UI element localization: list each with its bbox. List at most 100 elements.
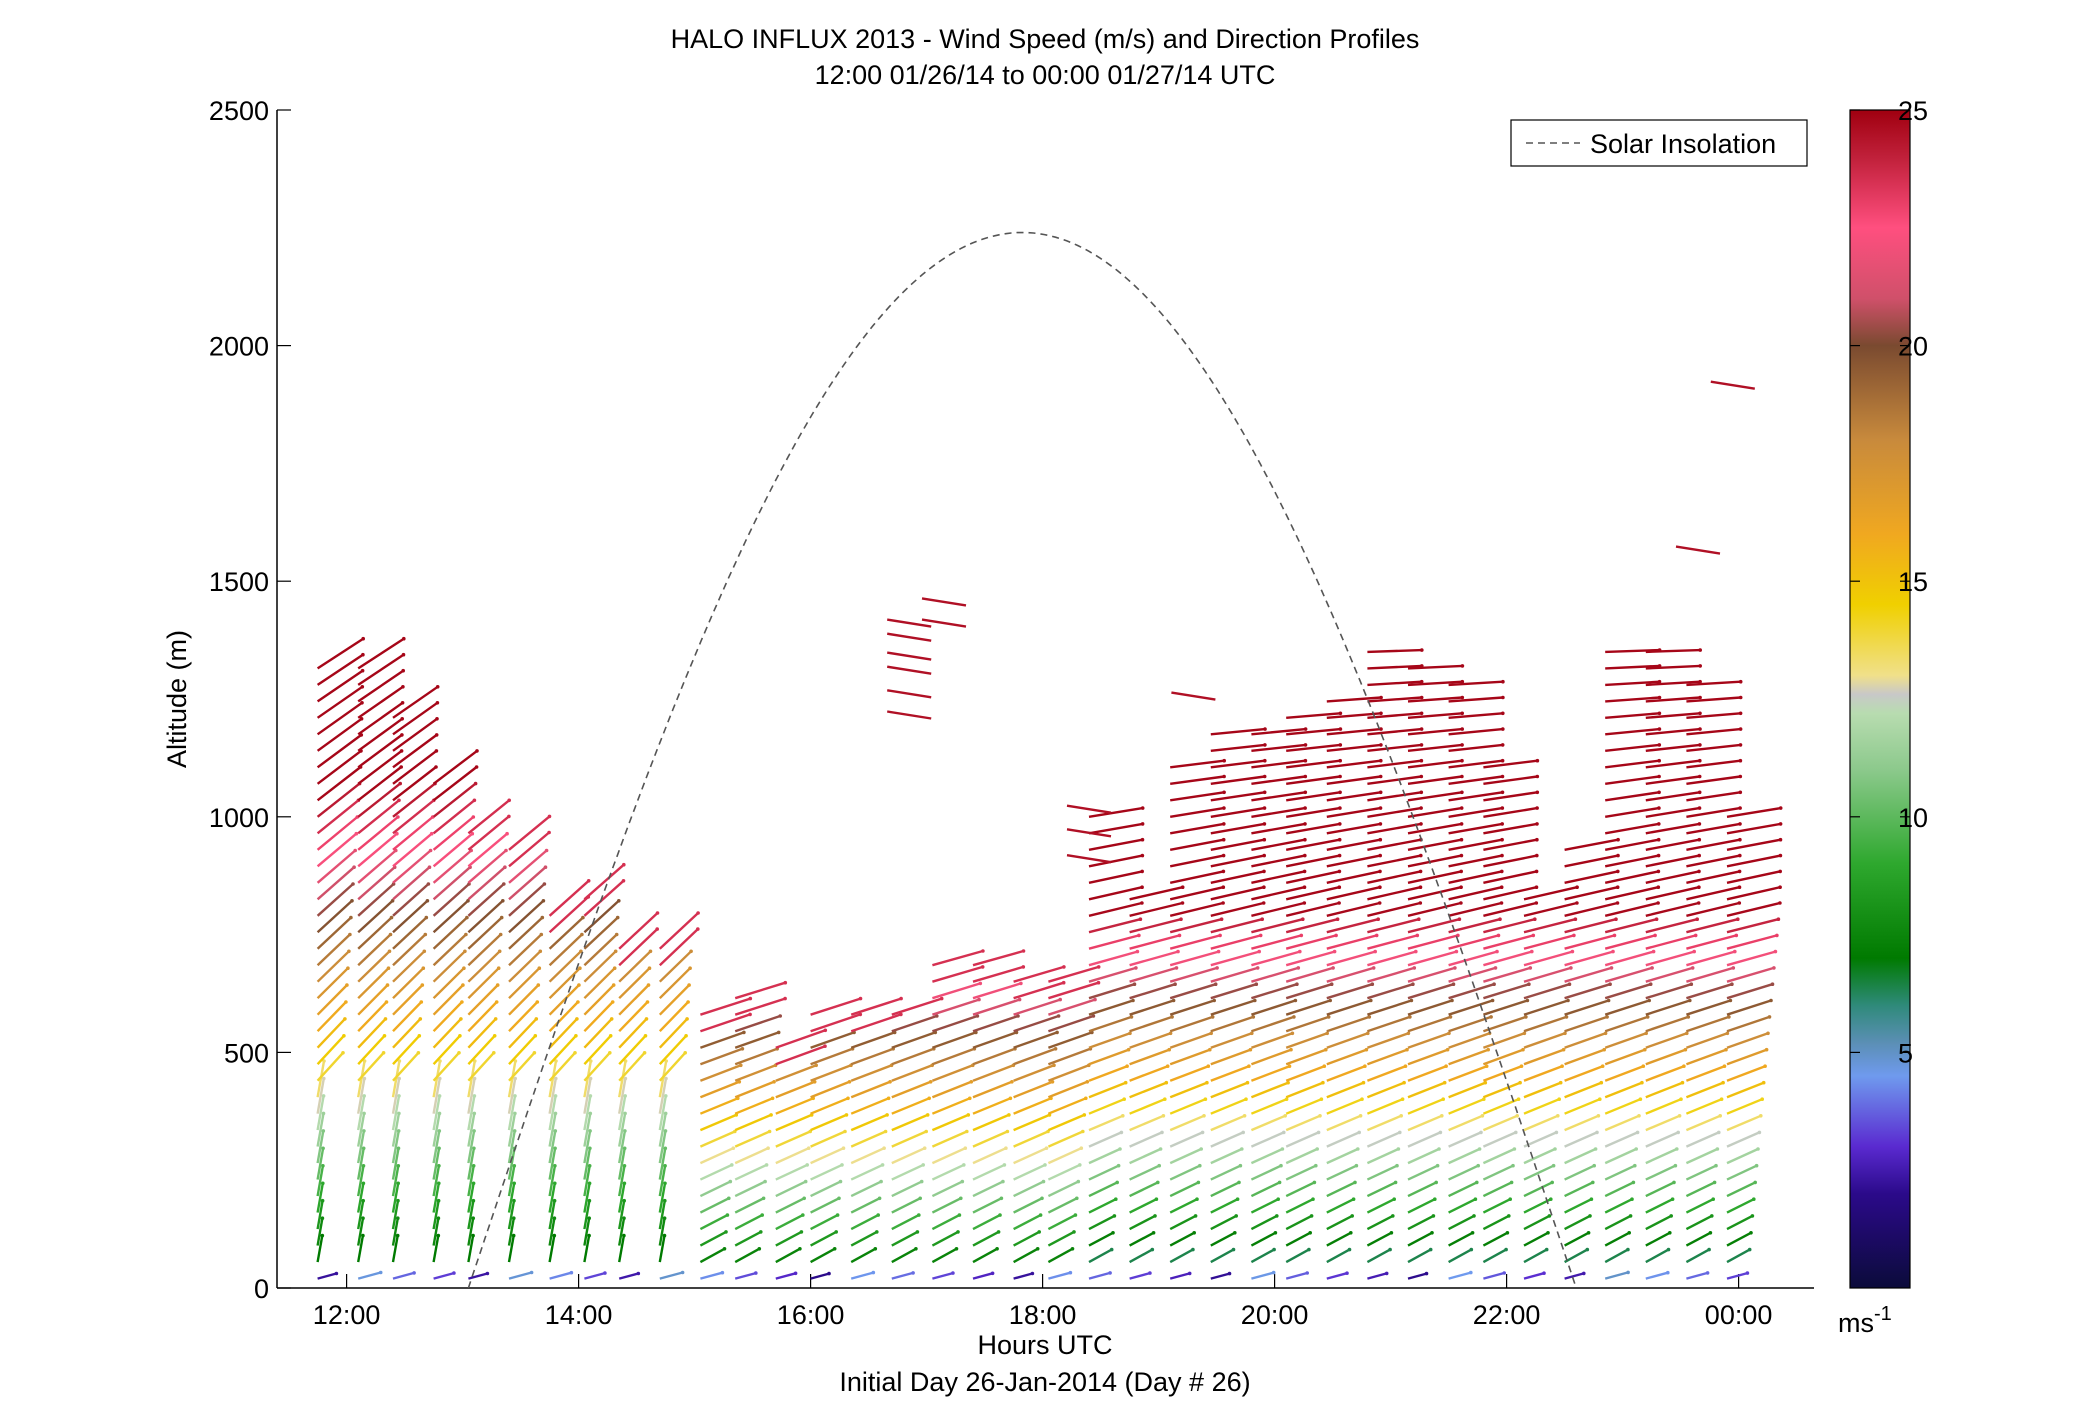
wind-barb-head <box>1593 1147 1598 1151</box>
wind-barb-head <box>361 1164 366 1168</box>
wind-barb-head <box>1459 806 1464 810</box>
wind-barb <box>1448 1114 1483 1132</box>
wind-barb-head <box>1379 743 1383 747</box>
wind-barb <box>1645 696 1701 703</box>
wind-barb <box>316 701 363 736</box>
wind-barb <box>1286 727 1341 736</box>
wind-barb-head <box>1696 901 1701 905</box>
wind-barb-head <box>1072 1230 1076 1234</box>
wind-barb <box>1448 791 1503 802</box>
wind-barb-head <box>1731 966 1736 970</box>
wind-barb <box>1169 901 1224 917</box>
wind-barb <box>1366 1164 1398 1181</box>
wind-barb-head <box>438 1076 442 1081</box>
wind-barb <box>1047 1147 1082 1165</box>
wind-barb-head <box>766 1146 770 1150</box>
wind-barb <box>1523 1114 1559 1132</box>
wind-barb <box>1251 775 1306 785</box>
wind-barb <box>548 1183 556 1213</box>
wind-barb-head <box>899 1012 903 1017</box>
wind-barb-head <box>1273 1231 1278 1235</box>
wind-barb-head <box>837 1196 841 1201</box>
wind-barb-head <box>1606 998 1611 1003</box>
wind-barb-head <box>1126 1047 1131 1052</box>
wind-barb <box>1250 1248 1275 1264</box>
wind-barb <box>1251 1032 1293 1049</box>
wind-barb-head <box>437 1111 442 1116</box>
wind-barb-head <box>1759 1114 1763 1118</box>
wind-barb-head <box>396 815 400 819</box>
wind-barb <box>1483 870 1537 884</box>
wind-barb <box>1326 743 1382 752</box>
wind-barb <box>467 967 500 1000</box>
wind-barb <box>1251 870 1305 884</box>
wind-barb-head <box>803 1179 808 1184</box>
wind-barb <box>810 1080 850 1099</box>
wind-barb <box>1686 1015 1730 1033</box>
wind-barb <box>548 1217 556 1246</box>
wind-barb-head <box>589 1059 593 1063</box>
wind-barb <box>1066 854 1112 864</box>
wind-barb-head <box>1496 933 1501 938</box>
wind-barb <box>1326 775 1381 785</box>
wind-barb-head <box>553 1164 557 1168</box>
wind-barb <box>316 1113 325 1147</box>
wind-barb <box>583 984 615 1016</box>
wind-barb-head <box>1509 1180 1514 1185</box>
wind-barb-head <box>540 915 545 920</box>
y-tick-label: 1000 <box>209 803 269 833</box>
wind-barb <box>507 1148 516 1180</box>
wind-barb-head <box>420 983 425 987</box>
wind-barb <box>1250 1114 1286 1132</box>
wind-barb <box>316 1217 324 1246</box>
wind-barb-head <box>1379 727 1383 731</box>
wind-barb-head <box>472 1094 477 1098</box>
wind-barb-head <box>472 1129 476 1133</box>
wind-barb <box>1483 759 1538 769</box>
wind-barb <box>508 933 543 967</box>
wind-barb <box>357 899 394 934</box>
wind-barb <box>1169 1248 1194 1264</box>
wind-barb <box>1250 1147 1283 1165</box>
wind-barb <box>1013 1047 1057 1066</box>
wind-barb <box>1726 1231 1752 1247</box>
colorbar-tick-label: 20 <box>1898 332 1928 362</box>
wind-barb-head <box>462 966 466 970</box>
wind-barb-head <box>1419 806 1423 810</box>
wind-barb-head <box>574 1034 578 1038</box>
wind-barb-head <box>1534 901 1539 905</box>
wind-barb-head <box>1535 837 1539 842</box>
wind-barb <box>1564 1081 1602 1099</box>
wind-barb <box>891 1180 923 1198</box>
wind-barb <box>1685 1231 1711 1247</box>
wind-barb-head <box>1522 1031 1527 1036</box>
wind-barb <box>507 1183 516 1213</box>
wind-barb-head <box>846 1096 850 1101</box>
wind-barb <box>1129 950 1179 967</box>
wind-barb-head <box>1231 1247 1236 1252</box>
wind-barb-head <box>512 1216 516 1220</box>
wind-barb <box>1726 886 1781 901</box>
wind-barb <box>1407 743 1463 752</box>
wind-barb-head <box>552 1216 557 1220</box>
wind-barb <box>1088 1015 1132 1033</box>
wind-barb-head <box>915 1230 920 1234</box>
wind-barb <box>1285 966 1334 983</box>
wind-barb-head <box>397 1111 401 1116</box>
wind-barb-head <box>1680 1080 1685 1085</box>
wind-barb <box>618 984 650 1016</box>
wind-barb-head <box>1711 1197 1715 1201</box>
wind-barb <box>1645 966 1694 983</box>
wind-barb-head <box>1357 1130 1361 1135</box>
wind-barb-head <box>1504 1247 1508 1252</box>
wind-barb-head <box>437 1146 441 1151</box>
wind-barb <box>1407 727 1463 736</box>
wind-barb-head <box>1738 711 1743 716</box>
wind-barb <box>1726 1198 1755 1214</box>
wind-barb-head <box>501 899 505 903</box>
wind-barb <box>1088 1131 1122 1148</box>
wind-barb <box>972 1163 1005 1181</box>
wind-barb <box>810 1047 854 1066</box>
wind-barb <box>548 950 582 983</box>
wind-barb-head <box>1469 1247 1474 1252</box>
